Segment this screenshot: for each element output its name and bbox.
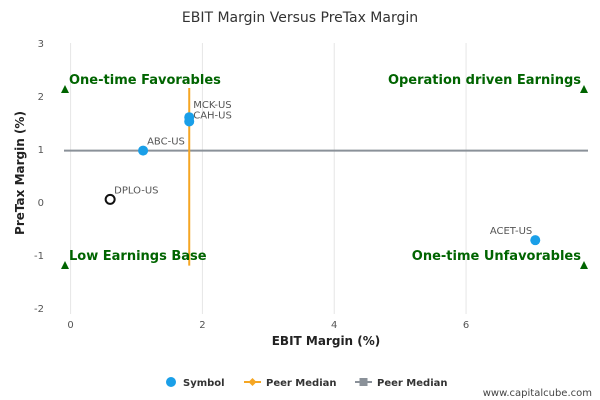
quadrant-marker-top-left [61,85,69,93]
legend-peer-median-x-marker [248,378,257,386]
data-point-label: CAH-US [193,110,232,121]
x-tick-label: 2 [199,320,205,331]
data-point-label: MCK-US [193,100,231,111]
legend-symbol-marker [166,377,176,387]
chart-axes: 0 2 4 6 3 2 1 0 -1 -2 [34,39,469,331]
data-point [530,235,541,246]
quadrant-label-bottom-right: One-time Unfavorables [412,249,581,264]
legend-peer-median-y-marker [359,378,368,386]
quadrant-labels: One-time Favorables Operation driven Earn… [61,73,588,269]
data-point-label: ACET-US [490,226,532,237]
quadrant-label-top-right: Operation driven Earnings [388,73,581,88]
y-tick-label: -1 [34,251,44,262]
legend-symbol-label: Symbol [183,378,225,389]
y-tick-label: 3 [38,39,44,50]
y-tick-label: 2 [38,92,44,103]
data-point-label: ABC-US [147,137,185,148]
y-tick-label: 1 [38,145,44,156]
legend-peer-median-y-label: Peer Median [377,378,448,389]
x-axis-label: EBIT Margin (%) [272,334,381,348]
data-point [104,193,116,205]
quadrant-label-top-left: One-time Favorables [69,73,221,88]
legend-peer-median-x-label: Peer Median [266,378,337,389]
legend: Symbol Peer Median Peer Median [166,377,448,389]
quadrant-marker-bottom-right [580,261,588,269]
y-tick-label: 0 [38,198,44,209]
x-tick-label: 0 [67,320,73,331]
chart-title: EBIT Margin Versus PreTax Margin [182,10,418,26]
watermark: www.capitalcube.com [483,388,592,399]
quadrant-marker-top-right [580,85,588,93]
quadrant-marker-bottom-left [61,261,69,269]
y-axis-label: PreTax Margin (%) [13,111,27,235]
data-point [184,116,195,127]
data-point-label: DPLO-US [114,185,158,196]
x-tick-label: 6 [463,320,469,331]
x-tick-label: 4 [331,320,337,331]
data-point [138,145,149,156]
y-tick-label: -2 [34,304,44,315]
peer-median-lines [64,88,588,266]
quadrant-label-bottom-left: Low Earnings Base [69,249,207,264]
